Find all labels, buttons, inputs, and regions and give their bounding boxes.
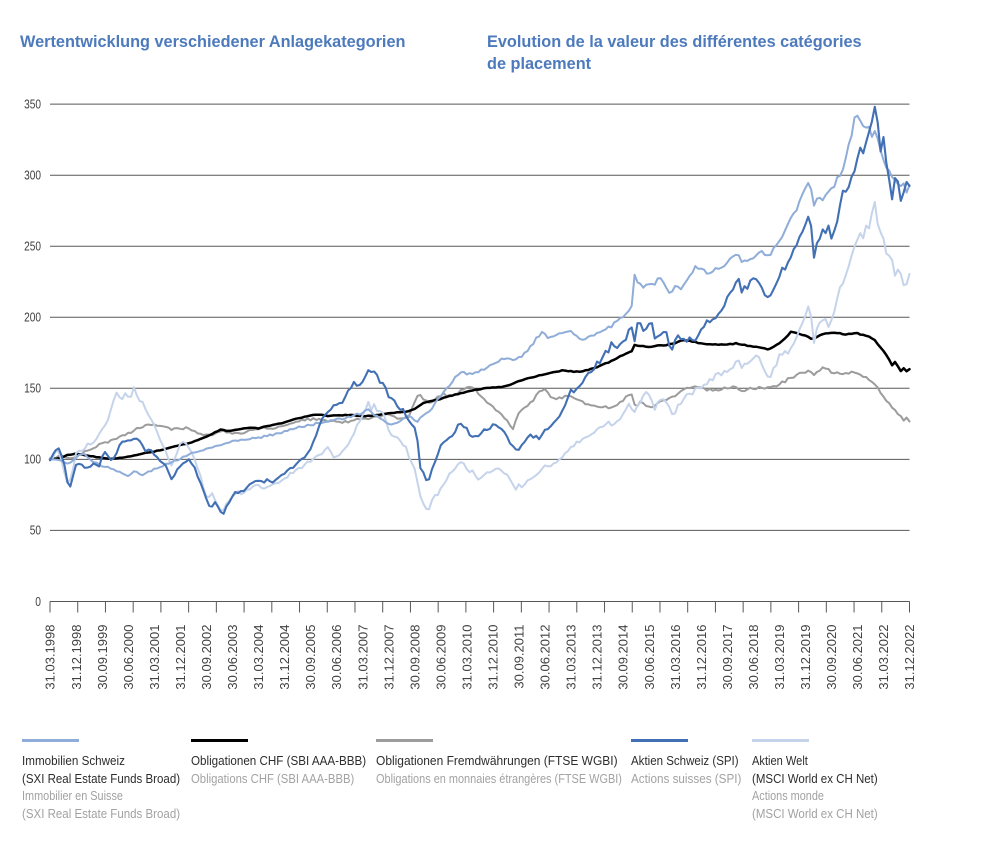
svg-text:150: 150 bbox=[24, 382, 41, 396]
svg-text:31.12.2019: 31.12.2019 bbox=[798, 625, 813, 690]
svg-text:30.09.1999: 30.09.1999 bbox=[95, 625, 110, 690]
svg-text:31.12.2001: 31.12.2001 bbox=[173, 625, 188, 690]
svg-text:31.12.2007: 31.12.2007 bbox=[381, 625, 396, 690]
svg-text:250: 250 bbox=[24, 240, 41, 254]
svg-text:31.12.2004: 31.12.2004 bbox=[277, 625, 292, 690]
svg-text:31.03.2001: 31.03.2001 bbox=[147, 625, 162, 690]
svg-text:31.12.2022: 31.12.2022 bbox=[902, 625, 917, 690]
svg-text:30.06.2003: 30.06.2003 bbox=[225, 625, 240, 690]
svg-text:31.03.1998: 31.03.1998 bbox=[43, 625, 58, 690]
svg-text:30.06.2012: 30.06.2012 bbox=[538, 625, 553, 690]
svg-text:30.06.2000: 30.06.2000 bbox=[121, 625, 136, 690]
svg-text:31.12.1998: 31.12.1998 bbox=[69, 625, 84, 690]
svg-text:30.09.2005: 30.09.2005 bbox=[303, 625, 318, 690]
svg-text:100: 100 bbox=[24, 453, 41, 467]
svg-text:30.09.2011: 30.09.2011 bbox=[512, 625, 527, 689]
svg-text:350: 350 bbox=[24, 97, 41, 111]
svg-text:30.06.2009: 30.06.2009 bbox=[433, 625, 448, 690]
svg-text:31.03.2013: 31.03.2013 bbox=[564, 625, 579, 690]
svg-text:31.12.2016: 31.12.2016 bbox=[694, 625, 709, 690]
svg-text:30.09.2002: 30.09.2002 bbox=[199, 625, 214, 690]
svg-text:31.03.2007: 31.03.2007 bbox=[355, 625, 370, 690]
svg-text:30.09.2008: 30.09.2008 bbox=[407, 625, 422, 690]
svg-text:200: 200 bbox=[24, 311, 41, 325]
svg-text:30.09.2020: 30.09.2020 bbox=[824, 625, 839, 690]
svg-text:30.06.2021: 30.06.2021 bbox=[850, 625, 865, 690]
svg-text:31.03.2019: 31.03.2019 bbox=[772, 625, 787, 690]
svg-text:50: 50 bbox=[30, 524, 41, 538]
svg-text:31.03.2010: 31.03.2010 bbox=[459, 625, 474, 690]
svg-text:31.12.2010: 31.12.2010 bbox=[485, 625, 500, 690]
svg-text:0: 0 bbox=[35, 595, 41, 609]
svg-text:30.06.2006: 30.06.2006 bbox=[329, 625, 344, 690]
svg-text:30.06.2018: 30.06.2018 bbox=[746, 625, 761, 690]
svg-text:31.03.2004: 31.03.2004 bbox=[251, 625, 266, 690]
svg-text:31.03.2016: 31.03.2016 bbox=[668, 625, 683, 690]
svg-text:31.12.2013: 31.12.2013 bbox=[590, 625, 605, 690]
svg-text:30.09.2017: 30.09.2017 bbox=[720, 625, 735, 690]
svg-text:30.09.2014: 30.09.2014 bbox=[616, 625, 631, 690]
svg-text:30.06.2015: 30.06.2015 bbox=[642, 625, 657, 690]
svg-text:300: 300 bbox=[24, 169, 41, 183]
svg-text:31.03.2022: 31.03.2022 bbox=[876, 625, 891, 690]
